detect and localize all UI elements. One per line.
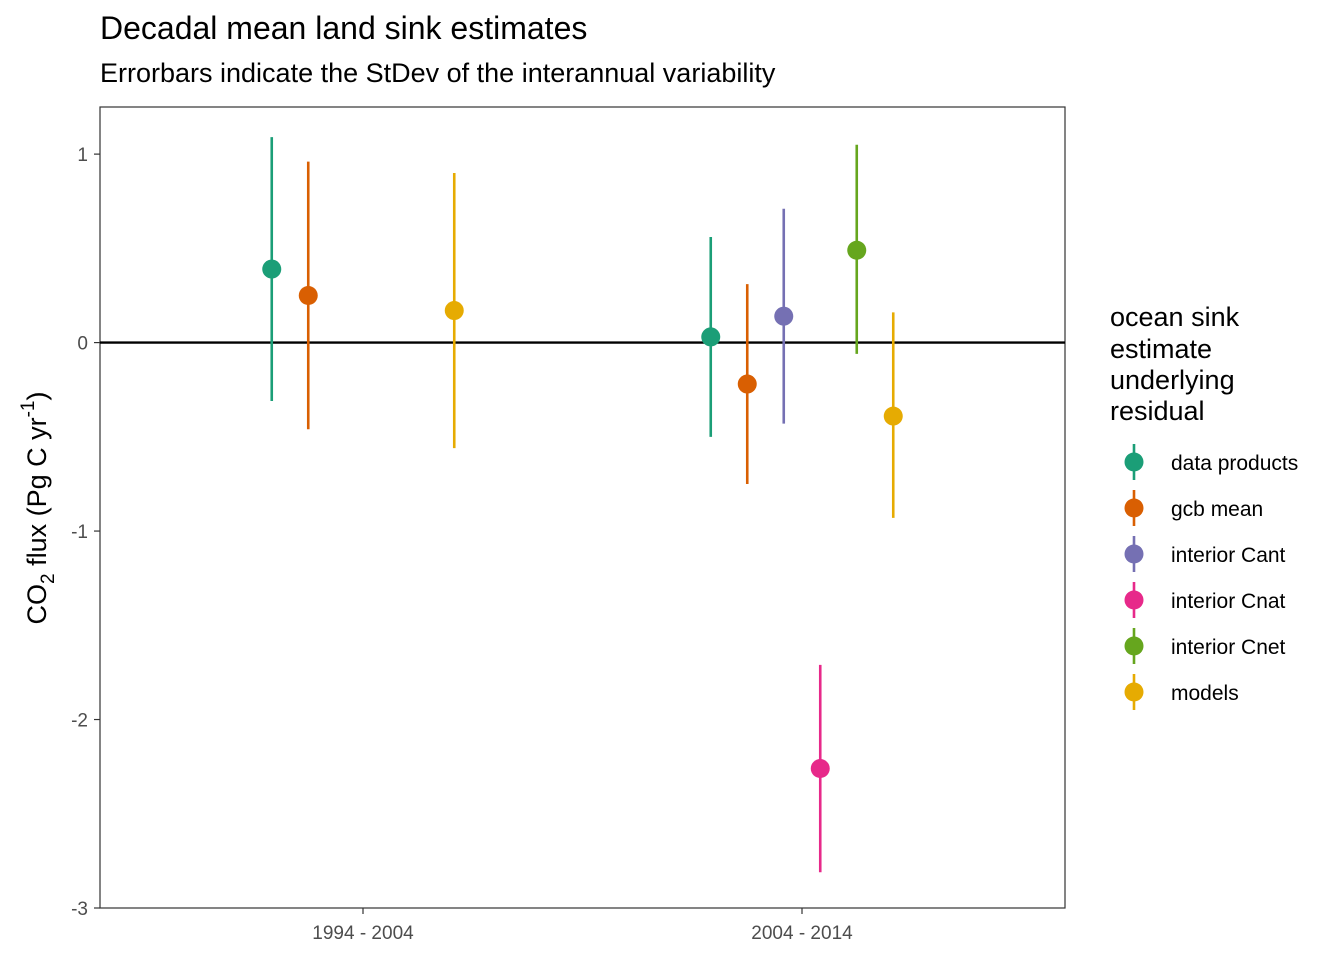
data-point — [774, 306, 794, 326]
data-point — [847, 240, 867, 260]
legend-label: interior Cnet — [1171, 636, 1286, 659]
legend-key-point — [1124, 682, 1144, 702]
legend-label: gcb mean — [1171, 498, 1263, 521]
legend-label: data products — [1171, 452, 1298, 475]
data-point — [810, 759, 830, 779]
chart-subtitle: Errorbars indicate the StDev of the inte… — [100, 58, 776, 88]
plot-panel — [99, 106, 1066, 909]
legend-key-point — [1124, 636, 1144, 656]
y-label-suffix: ) — [22, 391, 52, 400]
y-tick-label: -3 — [71, 899, 88, 920]
legend-title-line-1: ocean sink — [1110, 302, 1240, 332]
x-axis: 1994 - 2004 2004 - 2014 — [312, 908, 853, 944]
y-tick-label: -1 — [71, 522, 88, 543]
x-tick-label: 2004 - 2014 — [751, 923, 853, 944]
legend-items: data products gcb mean interior Cant interi… — [1124, 444, 1298, 710]
legend-key-point — [1124, 498, 1144, 518]
data-point — [262, 259, 282, 279]
legend-title-line-3: underlying — [1110, 365, 1235, 395]
legend-title-line-4: residual — [1110, 396, 1205, 426]
legend-label: interior Cant — [1171, 544, 1286, 567]
data-marks — [100, 137, 1065, 873]
legend-label: models — [1171, 682, 1239, 705]
legend-title: ocean sink estimate underlying residual — [1110, 302, 1247, 426]
data-point — [883, 406, 903, 426]
y-label-subscript: 2 — [38, 573, 59, 584]
x-tick-label: 1994 - 2004 — [312, 923, 414, 944]
y-label-prefix: CO — [22, 584, 52, 625]
y-tick-label: -2 — [71, 711, 88, 732]
legend-key-point — [1124, 452, 1144, 472]
legend: ocean sink estimate underlying residual … — [1110, 302, 1298, 710]
y-label-middle: flux (Pg C yr — [22, 417, 52, 573]
y-axis: 1 0 -1 -2 -3 — [71, 145, 100, 920]
legend-key-point — [1124, 590, 1144, 610]
y-tick-label: 1 — [77, 145, 88, 166]
y-label-superscript: -1 — [18, 400, 39, 417]
legend-label: interior Cnat — [1171, 590, 1286, 613]
y-tick-label: 0 — [77, 334, 88, 355]
data-point — [737, 374, 757, 394]
legend-title-line-2: estimate — [1110, 334, 1212, 364]
data-point — [298, 285, 318, 305]
legend-key-point — [1124, 544, 1144, 564]
chart-title: Decadal mean land sink estimates — [100, 10, 588, 46]
y-axis-label: CO2 flux (Pg C yr-1) — [18, 391, 59, 624]
data-point — [701, 327, 721, 347]
data-point — [444, 301, 464, 321]
